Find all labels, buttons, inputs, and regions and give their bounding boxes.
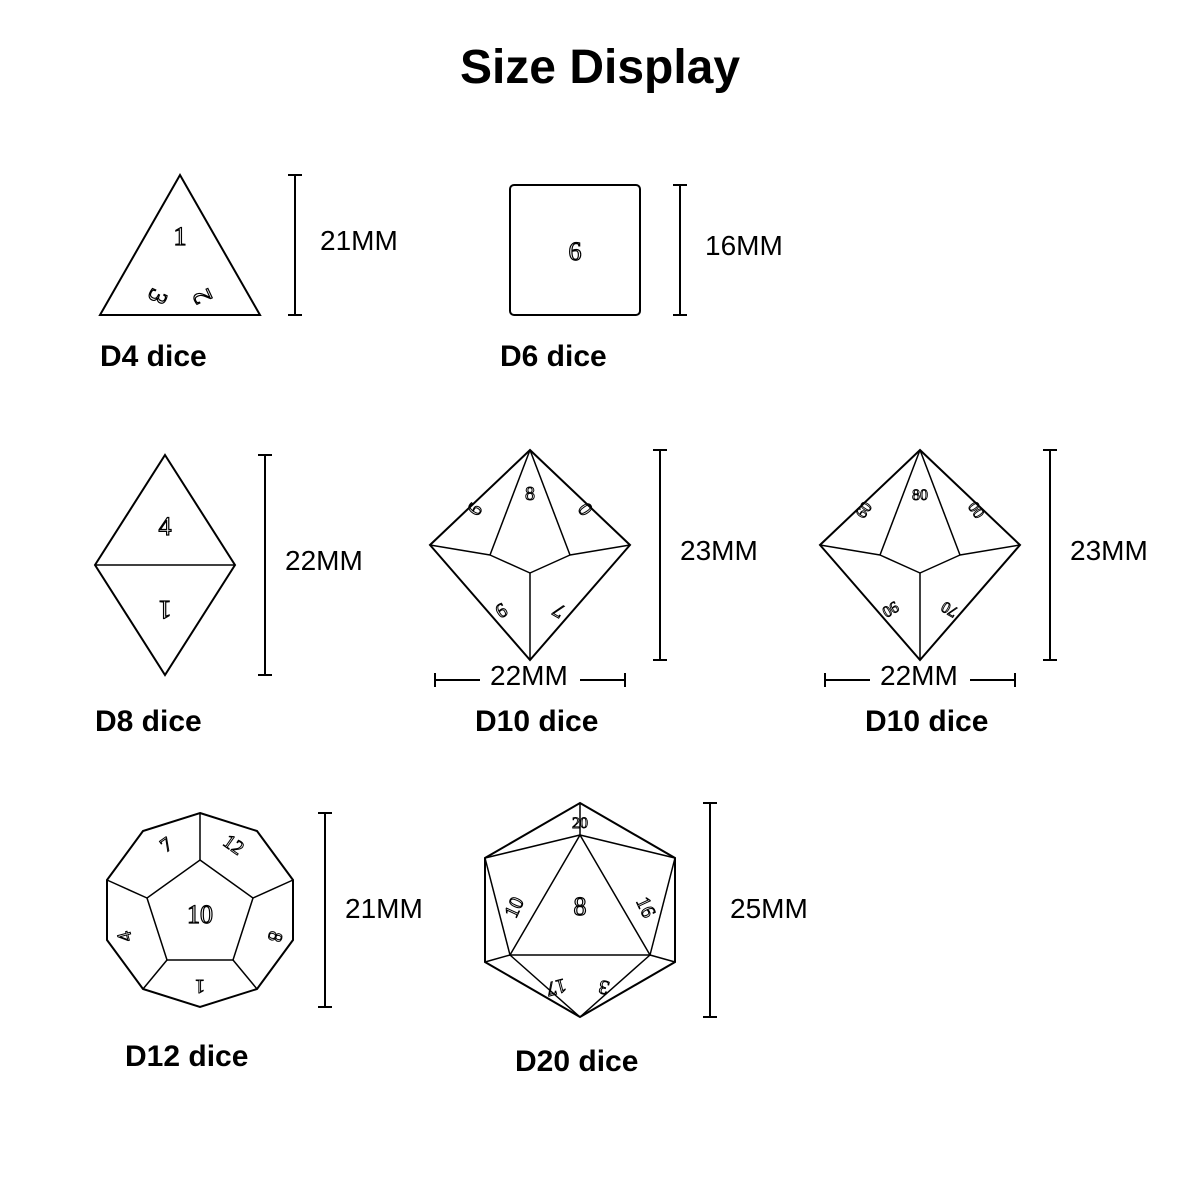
d10a-n2: 8 [525, 483, 535, 505]
d12-height-bracket [310, 805, 340, 1015]
d4-height-bracket [280, 165, 310, 325]
diagram-stage: 1 3 2 21MM D4 dice 6 16MM D6 dice [0, 95, 1200, 1195]
d6-height-label: 16MM [705, 230, 783, 262]
d8-shape: 4 1 [85, 450, 245, 680]
d10b-shape: 60 80 00 90 70 [810, 445, 1030, 665]
d12-n-1: 1 [195, 975, 205, 997]
d10a-cell: 6 8 0 9 7 23MM 22MM D10 dice [420, 445, 640, 665]
d12-height-label: 21MM [345, 893, 423, 925]
d6-label: D6 dice [500, 340, 607, 374]
d10b-label: D10 dice [865, 705, 988, 739]
d8-num-top: 4 [159, 512, 172, 541]
d10a-shape: 6 8 0 9 7 [420, 445, 640, 665]
d4-shape: 1 3 2 [90, 165, 270, 325]
d12-cell: 12 8 10 4 7 1 21MM D12 dice [95, 805, 305, 1015]
d6-height-bracket [665, 175, 695, 325]
d12-label: D12 dice [125, 1040, 248, 1074]
d20-n-8: 8 [574, 892, 587, 921]
d20-height-bracket [695, 795, 725, 1025]
d10b-width-label: 22MM [880, 660, 958, 692]
d20-height-label: 25MM [730, 893, 808, 925]
d6-shape: 6 [500, 175, 650, 325]
d10a-height-bracket [645, 445, 675, 665]
d4-label: D4 dice [100, 340, 207, 374]
d6-cell: 6 16MM D6 dice [500, 175, 650, 325]
d20-n-20: 20 [572, 815, 588, 832]
d4-cell: 1 3 2 21MM D4 dice [90, 165, 270, 325]
d8-label: D8 dice [95, 705, 202, 739]
d4-height-label: 21MM [320, 225, 398, 257]
d10a-height-label: 23MM [680, 535, 758, 567]
d8-num-bot: 1 [159, 595, 172, 624]
d20-shape: 20 8 10 16 17 3 [470, 795, 690, 1025]
d10a-label: D10 dice [475, 705, 598, 739]
d20-label: D20 dice [515, 1045, 638, 1079]
d10b-n2: 80 [912, 487, 928, 504]
d12-n-10: 10 [187, 900, 213, 929]
d20-cell: 20 8 10 16 17 3 25MM D20 dice [470, 795, 690, 1025]
d10b-height-label: 23MM [1070, 535, 1148, 567]
d10b-height-bracket [1035, 445, 1065, 665]
d6-num: 6 [569, 237, 582, 266]
page-title: Size Display [0, 0, 1200, 95]
d8-cell: 4 1 22MM D8 dice [85, 450, 245, 680]
d4-num-1: 1 [174, 222, 187, 251]
d10b-cell: 60 80 00 90 70 23MM 22MM D10 dice [810, 445, 1030, 665]
d8-height-bracket [250, 450, 280, 680]
d10a-width-label: 22MM [490, 660, 568, 692]
d12-shape: 12 8 10 4 7 1 [95, 805, 305, 1015]
d8-height-label: 22MM [285, 545, 363, 577]
